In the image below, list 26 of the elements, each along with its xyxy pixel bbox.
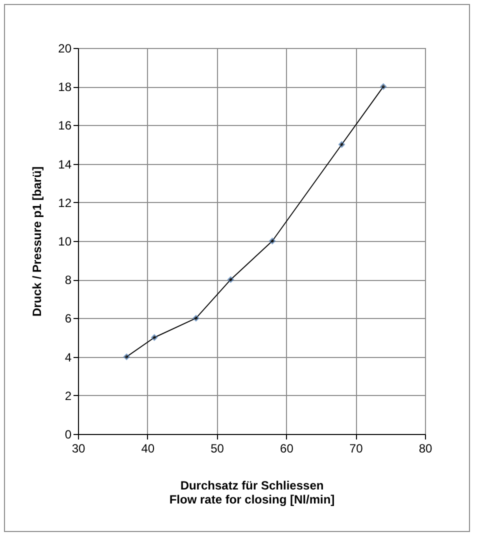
- y-tick-label: 8: [64, 273, 72, 288]
- point: [192, 314, 200, 322]
- y-tick-label: 12: [58, 196, 72, 210]
- x-tick-label: 60: [280, 442, 294, 456]
- x-tick-label: 80: [418, 442, 432, 456]
- y-axis-title: Druck / Pressure p1 [barü]: [30, 166, 44, 317]
- point: [269, 238, 276, 244]
- y-tick-label: 4: [64, 350, 72, 364]
- x-tick-label: 70: [349, 442, 364, 456]
- y-tick-label: 2: [64, 388, 72, 403]
- point: [338, 141, 345, 148]
- x-tick-label: 40: [141, 442, 155, 456]
- point: [227, 276, 234, 283]
- y-tick-label: 18: [58, 80, 72, 94]
- x-tick-label: 50: [210, 442, 224, 456]
- y-tick-label: 16: [58, 118, 72, 133]
- point: [151, 334, 158, 341]
- x-tick-label: 30: [72, 442, 86, 456]
- y-tick-label: 10: [58, 234, 72, 248]
- point: [380, 83, 387, 90]
- x-axis-title: Durchsatz für Schliessen Flow rate for closing [Nl/min]: [169, 478, 335, 506]
- y-tick-label: 6: [64, 312, 72, 326]
- point: [123, 354, 130, 360]
- y-tick-label: 20: [58, 42, 72, 56]
- y-tick-label: 0: [64, 428, 72, 442]
- y-tick-label: 14: [58, 157, 72, 172]
